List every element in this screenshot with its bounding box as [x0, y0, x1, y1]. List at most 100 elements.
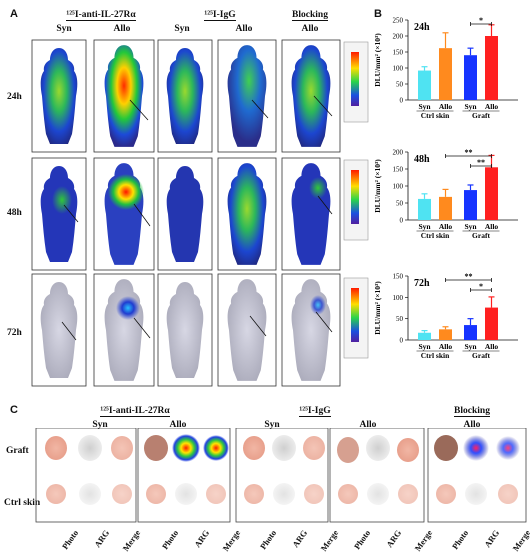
y-tick-label: 50: [396, 200, 404, 208]
group-header-blocking: Blocking: [280, 10, 340, 21]
group-label: ¹²⁵I-IgG: [299, 406, 331, 417]
c-sub-allo: Allo: [169, 420, 187, 430]
col-label-syn: Syn: [56, 24, 72, 34]
y-tick-label: 150: [393, 273, 404, 281]
timepoint-label-48h: 48h: [7, 208, 22, 218]
y-tick-label: 100: [393, 294, 404, 302]
image-72h-anti-allo: [93, 273, 155, 387]
category-label: Allo: [439, 222, 453, 231]
chart-title: 24h: [414, 22, 430, 33]
image-48h-anti-syn: [31, 157, 87, 271]
c-box-igg-allo: [329, 428, 425, 523]
image-24h-blocking-allo: [281, 39, 341, 153]
row-label-ctrl-skin: Ctrl skin: [4, 498, 41, 508]
panel-b-letter: B: [374, 8, 382, 20]
group-label: Ctrl skin: [421, 111, 450, 120]
c-sub-syn: Syn: [264, 420, 280, 430]
panel-c-letter: C: [10, 404, 18, 416]
category-label: Syn: [418, 222, 431, 231]
color-scale-72h: [343, 277, 369, 359]
y-tick-label: 50: [396, 81, 404, 89]
c-box-anti-syn: [35, 428, 137, 523]
color-scale-24h: [343, 41, 369, 123]
chart-title: 72h: [414, 278, 430, 289]
bar: [485, 36, 498, 100]
c-group-header-igg: ¹²⁵I-IgG: [280, 406, 350, 417]
y-tick-label: 100: [393, 65, 404, 73]
y-tick-label: 50: [396, 315, 404, 323]
group-label: ¹²⁵I-anti-IL-27Rα: [100, 406, 170, 417]
c-ctrl-skin-row: [46, 483, 518, 505]
category-label: Allo: [485, 102, 499, 111]
timepoint-label-24h: 24h: [7, 92, 22, 102]
category-label: Syn: [464, 342, 477, 351]
c-group-header-blocking: Blocking: [432, 406, 512, 417]
y-tick-label: 150: [393, 166, 404, 174]
bar: [464, 325, 477, 340]
y-axis-label: DLU/mm² (×10³): [373, 281, 382, 335]
col-label-allo: Allo: [113, 24, 131, 34]
bar: [464, 55, 477, 100]
bar: [485, 307, 498, 340]
category-label: Allo: [439, 102, 453, 111]
group-label: ¹²⁵I-IgG: [204, 10, 236, 21]
image-24h-anti-allo: [93, 39, 155, 153]
image-24h-anti-syn: [31, 39, 87, 153]
significance-label: **: [465, 272, 473, 281]
c-sub-allo: Allo: [359, 420, 377, 430]
category-label: Allo: [439, 342, 453, 351]
group-label: Blocking: [292, 10, 328, 21]
c-graft-row: [45, 434, 520, 463]
image-24h-igg-syn: [157, 39, 213, 153]
group-label: Ctrl skin: [421, 231, 450, 240]
y-tick-label: 0: [400, 337, 404, 345]
y-tick-label: 100: [393, 183, 404, 191]
image-72h-igg-allo: [217, 273, 277, 387]
significance-label: **: [465, 148, 473, 157]
category-label: Syn: [418, 102, 431, 111]
group-label: Graft: [472, 351, 490, 360]
panel-c-images: [35, 428, 527, 523]
c-sub-syn: Syn: [92, 420, 108, 430]
group-header-anti-il27ra: ¹²⁵I-anti-IL-27Rα: [46, 10, 156, 21]
significance-label: *: [479, 16, 483, 25]
group-label: Blocking: [454, 406, 490, 417]
chart-title: 48h: [414, 154, 430, 165]
bar: [439, 48, 452, 100]
y-tick-label: 150: [393, 49, 404, 57]
timepoint-label-72h: 72h: [7, 328, 22, 338]
bar: [439, 329, 452, 340]
group-header-igg: ¹²⁵I-IgG: [170, 10, 270, 21]
category-label: Syn: [418, 342, 431, 351]
significance-label: *: [479, 282, 483, 291]
col-label-syn: Syn: [174, 24, 190, 34]
image-72h-anti-syn: [31, 273, 87, 387]
image-48h-igg-allo: [217, 157, 277, 271]
y-tick-label: 250: [393, 17, 404, 25]
panel-a-images: [31, 39, 369, 387]
group-label: Graft: [472, 111, 490, 120]
image-72h-igg-syn: [157, 273, 213, 387]
bar: [439, 196, 452, 220]
color-scale-48h: [343, 159, 369, 241]
category-label: Syn: [464, 222, 477, 231]
category-label: Allo: [485, 222, 499, 231]
group-label: Graft: [472, 231, 490, 240]
row-label-graft: Graft: [6, 446, 29, 456]
bar: [464, 190, 477, 220]
y-axis-label: DLU/mm² (×10³): [373, 159, 382, 213]
c-group-header-anti-il27ra: ¹²⁵I-anti-IL-27Rα: [80, 406, 190, 417]
image-24h-igg-allo: [217, 39, 277, 153]
bar: [485, 167, 498, 220]
category-label: Syn: [464, 102, 477, 111]
y-tick-label: 200: [393, 149, 404, 157]
col-label-allo: Allo: [301, 24, 319, 34]
y-tick-label: 0: [400, 217, 404, 225]
col-label-allo: Allo: [235, 24, 253, 34]
image-72h-blocking-allo: [281, 273, 341, 387]
image-48h-igg-syn: [157, 157, 213, 271]
bar: [418, 70, 431, 100]
image-48h-anti-allo: [93, 157, 155, 271]
c-sub-allo: Allo: [463, 420, 481, 430]
image-48h-blocking-allo: [281, 157, 341, 271]
